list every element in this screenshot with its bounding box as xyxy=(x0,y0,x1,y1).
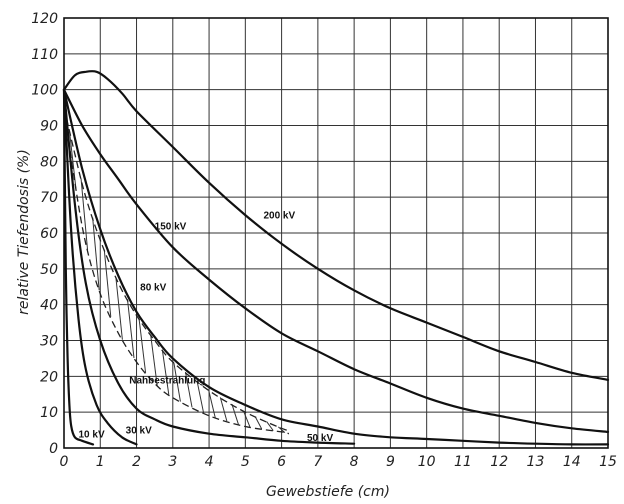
x-tick-label: 12 xyxy=(490,454,508,470)
band-hatch-line xyxy=(80,178,89,251)
band-hatch-line xyxy=(92,217,100,291)
band-upper-edge xyxy=(63,107,290,431)
x-tick-label: 15 xyxy=(599,454,617,470)
x-tick-label: 8 xyxy=(350,454,359,470)
band-hatch-line xyxy=(208,390,216,418)
plot-frame xyxy=(63,17,609,449)
band-hatch-line xyxy=(266,421,274,431)
x-tick-label: 6 xyxy=(277,454,286,470)
band-hatch-line xyxy=(231,404,239,425)
band-hatch-line xyxy=(103,249,112,317)
x-tick-label: 14 xyxy=(563,454,581,470)
x-tick-label: 1 xyxy=(96,454,105,470)
curve-10-kv xyxy=(62,88,95,446)
x-tick-label: 11 xyxy=(454,454,472,470)
band-hatch-line xyxy=(254,416,263,430)
grid xyxy=(63,17,609,449)
curve-150-kv xyxy=(62,88,610,433)
x-tick-label: 5 xyxy=(241,454,250,470)
band-hatch-line xyxy=(219,397,228,422)
x-axis-label: Gewebstiefe (cm) xyxy=(266,484,390,500)
curve-30-kv xyxy=(62,88,138,446)
x-tick-label: 3 xyxy=(168,454,177,470)
curve-labels: 200 kV 150 kV 80 kV Nahbestrahlung 50 kV 30 k… xyxy=(79,211,334,444)
band-hatch-line xyxy=(173,362,181,402)
nahbestrahlung-band xyxy=(63,107,290,435)
tick-labels: 0 1 2 3 4 5 6 7 8 9 10 11 12 13 14 15010203040506070809… xyxy=(31,11,617,470)
y-tick-label: 70 xyxy=(40,190,58,206)
band-hatch-line xyxy=(161,349,170,395)
y-tick-label: 60 xyxy=(40,226,58,242)
y-tick-label: 110 xyxy=(31,47,58,63)
x-tick-label: 4 xyxy=(205,454,214,470)
y-tick-label: 100 xyxy=(31,83,58,99)
curve-80-kv xyxy=(62,88,610,446)
y-tick-label: 0 xyxy=(49,441,58,457)
band-hatch-line xyxy=(196,381,205,414)
curve-label-150-kv: 150 kV xyxy=(155,221,187,232)
y-tick-label: 30 xyxy=(40,334,58,350)
curve-label-30-kv: 30 kV xyxy=(126,426,152,437)
curve-label-nahbestrahlung: Nahbestrahlung xyxy=(129,376,205,387)
x-tick-label: 0 xyxy=(60,454,69,470)
x-tick-label: 10 xyxy=(418,454,436,470)
curve-label-200-kv: 200 kV xyxy=(263,211,295,222)
band-lower-edge xyxy=(63,107,290,435)
y-tick-label: 50 xyxy=(40,262,58,278)
y-axis-label: relative Tiefendosis (%) xyxy=(16,149,32,315)
curve-200-kv xyxy=(62,70,610,381)
curves xyxy=(62,70,610,446)
x-tick-label: 9 xyxy=(386,454,395,470)
x-tick-label: 7 xyxy=(313,454,322,470)
band-hatch-line xyxy=(150,334,158,386)
y-tick-label: 80 xyxy=(40,154,58,170)
band-hatch-line xyxy=(243,410,251,428)
y-tick-label: 40 xyxy=(40,298,58,314)
y-tick-label: 120 xyxy=(31,11,58,27)
y-tick-label: 10 xyxy=(40,405,58,421)
curve-label-10-kv: 10 kV xyxy=(79,429,105,440)
y-tick-label: 20 xyxy=(40,369,58,385)
band-hatch-line xyxy=(185,371,193,408)
x-tick-label: 13 xyxy=(527,454,545,470)
curve-50-kv xyxy=(62,88,356,445)
band-hatch-line xyxy=(126,299,135,359)
band-hatch-line xyxy=(115,277,123,340)
x-tick-label: 2 xyxy=(132,454,141,470)
band-hatch-line xyxy=(138,318,147,373)
y-tick-label: 90 xyxy=(40,119,58,135)
curve-label-50-kv: 50 kV xyxy=(307,433,333,444)
curve-label-80-kv: 80 kV xyxy=(140,282,166,293)
